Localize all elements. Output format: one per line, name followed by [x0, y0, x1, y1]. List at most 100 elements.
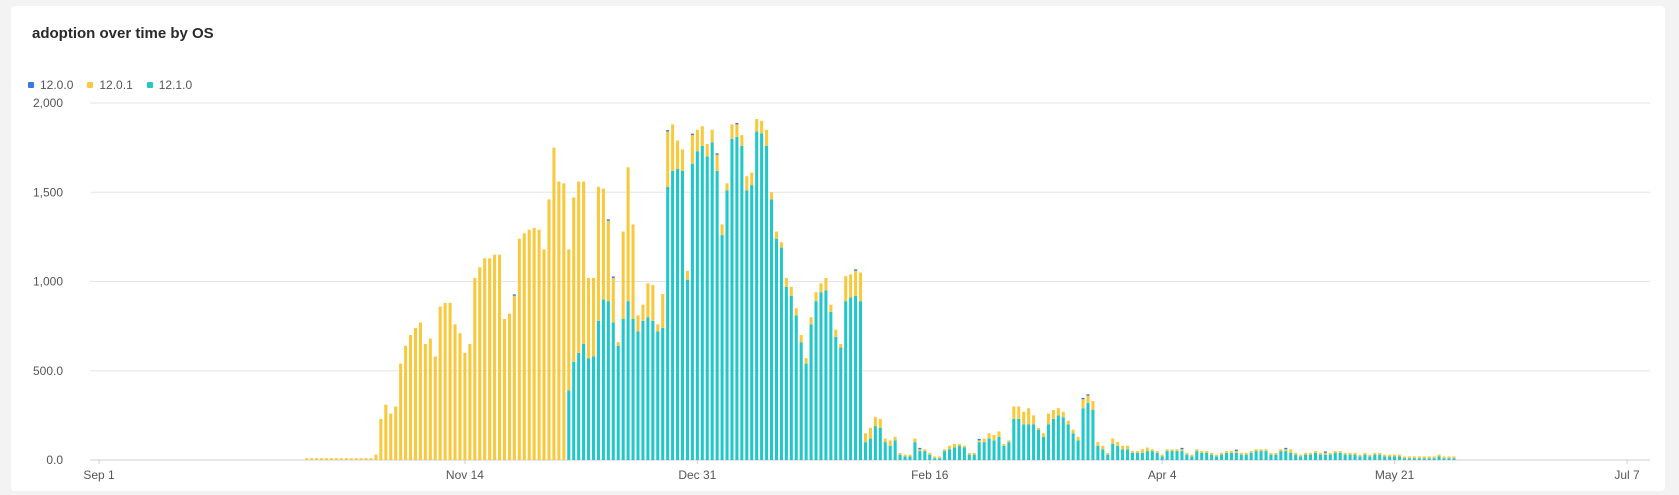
bar-12-0-1: [992, 435, 996, 441]
bar-12-0-1: [799, 335, 803, 343]
bar-12-0-1: [730, 124, 734, 139]
bar-12-1-0: [1116, 445, 1120, 460]
bar-12-0-1: [1002, 443, 1006, 446]
bar-12-0-1: [661, 293, 665, 328]
bar-12-1-0: [1393, 456, 1397, 460]
bar-12-0-1: [1269, 452, 1273, 455]
bar-12-0-1: [1180, 449, 1184, 452]
bar-12-0-1: [1106, 452, 1110, 455]
bar-12-1-0: [1215, 456, 1219, 460]
legend-item-12-0-1[interactable]: 12.0.1: [87, 78, 133, 92]
bar-12-1-0: [1304, 454, 1308, 460]
bar-12-1-0: [1126, 449, 1130, 460]
bar-12-1-0: [967, 454, 971, 460]
bar-12-0-1: [1343, 452, 1347, 455]
bar-12-0-1: [428, 338, 432, 460]
bar-12-1-0: [948, 449, 952, 460]
bar-12-0-1: [507, 313, 511, 460]
bar-12-1-0: [1294, 454, 1298, 460]
bar-12-1-0: [1066, 424, 1070, 460]
bar-12-1-0: [829, 311, 833, 460]
bar-12-0-1: [878, 418, 882, 428]
bar-12-0-1: [685, 270, 689, 280]
legend-swatch-12-0-1: [87, 82, 94, 88]
y-tick-label: 0.0: [46, 453, 63, 467]
bar-12-1-0: [735, 136, 739, 461]
bar-12-0-1: [765, 129, 769, 146]
bar-12-0-0: [666, 130, 670, 132]
bar-12-1-0: [1145, 451, 1149, 460]
bar-12-1-0: [1422, 458, 1426, 460]
bar-12-0-1: [305, 458, 309, 460]
legend-item-12-0-0[interactable]: 12.0.0: [28, 78, 73, 92]
bar-12-0-0: [1180, 447, 1184, 450]
bar-12-0-1: [972, 452, 976, 455]
bar-12-1-0: [928, 454, 932, 460]
legend-swatch-12-1-0: [146, 82, 153, 88]
bar-12-0-1: [1056, 408, 1060, 416]
bar-12-0-1: [695, 129, 699, 152]
bar-12-1-0: [1299, 456, 1303, 460]
bar-12-0-1: [1185, 452, 1189, 455]
bar-12-0-1: [1140, 449, 1144, 453]
bar-12-1-0: [1427, 458, 1431, 460]
bar-12-0-1: [1432, 456, 1436, 459]
bar-12-0-1: [903, 454, 907, 457]
bar-12-1-0: [1452, 458, 1456, 460]
bar-12-0-1: [1308, 452, 1313, 455]
bar-12-1-0: [745, 190, 749, 460]
bar-12-0-1: [1264, 449, 1268, 452]
bar-12-0-1: [1393, 454, 1397, 457]
x-tick-label: Apr 4: [1148, 468, 1177, 482]
bar-12-1-0: [1190, 456, 1194, 460]
bar-12-1-0: [1442, 458, 1446, 460]
bar-12-1-0: [1007, 442, 1011, 460]
bar-12-0-1: [1402, 456, 1407, 459]
bar-12-1-0: [1378, 454, 1382, 460]
bar-12-1-0: [1041, 436, 1046, 460]
bar-12-1-0: [1383, 456, 1387, 460]
bar-12-1-0: [1402, 458, 1407, 460]
bar-12-1-0: [809, 324, 813, 460]
bar-12-1-0: [1234, 452, 1238, 460]
bar-12-0-1: [1368, 454, 1372, 457]
bar-12-1-0: [760, 133, 764, 460]
bar-12-0-1: [943, 449, 947, 452]
bar-12-0-1: [1333, 451, 1337, 453]
bar-12-0-1: [1373, 452, 1377, 455]
bar-12-0-1: [1027, 408, 1031, 425]
bar-12-1-0: [1373, 454, 1377, 460]
bar-12-0-1: [1274, 452, 1278, 455]
bar-12-0-1: [933, 456, 937, 459]
bar-12-1-0: [834, 336, 838, 460]
bar-12-1-0: [1027, 424, 1031, 460]
bar-12-0-1: [1249, 451, 1253, 453]
bar-12-0-1: [493, 254, 497, 460]
x-tick-label: Dec 31: [678, 468, 716, 482]
bar-12-1-0: [606, 301, 610, 460]
x-tick-label: Sep 1: [83, 468, 115, 482]
bar-12-1-0: [1205, 452, 1209, 460]
bar-12-1-0: [1269, 454, 1273, 460]
bar-12-0-0: [1323, 451, 1327, 453]
bar-12-1-0: [1308, 454, 1313, 460]
bar-12-0-1: [898, 452, 902, 455]
y-tick-label: 2,000: [33, 96, 63, 110]
bar-12-0-1: [399, 363, 403, 460]
bar-12-0-1: [671, 124, 675, 171]
bar-12-0-1: [606, 220, 610, 302]
bar-12-1-0: [943, 451, 947, 460]
bar-12-0-1: [1170, 449, 1174, 452]
bar-12-1-0: [913, 442, 917, 460]
bar-12-0-1: [448, 302, 452, 460]
bar-12-1-0: [888, 445, 892, 460]
bar-12-1-0: [695, 151, 699, 460]
bar-12-1-0: [1140, 452, 1144, 460]
bar-12-0-1: [324, 458, 329, 460]
bar-12-0-1: [1022, 411, 1026, 425]
bar-12-0-1: [1126, 445, 1130, 450]
bar-12-1-0: [1046, 424, 1050, 460]
bar-12-0-1: [552, 147, 556, 460]
legend-item-12-1-0[interactable]: 12.1.0: [146, 78, 192, 92]
bar-12-0-1: [720, 224, 724, 236]
